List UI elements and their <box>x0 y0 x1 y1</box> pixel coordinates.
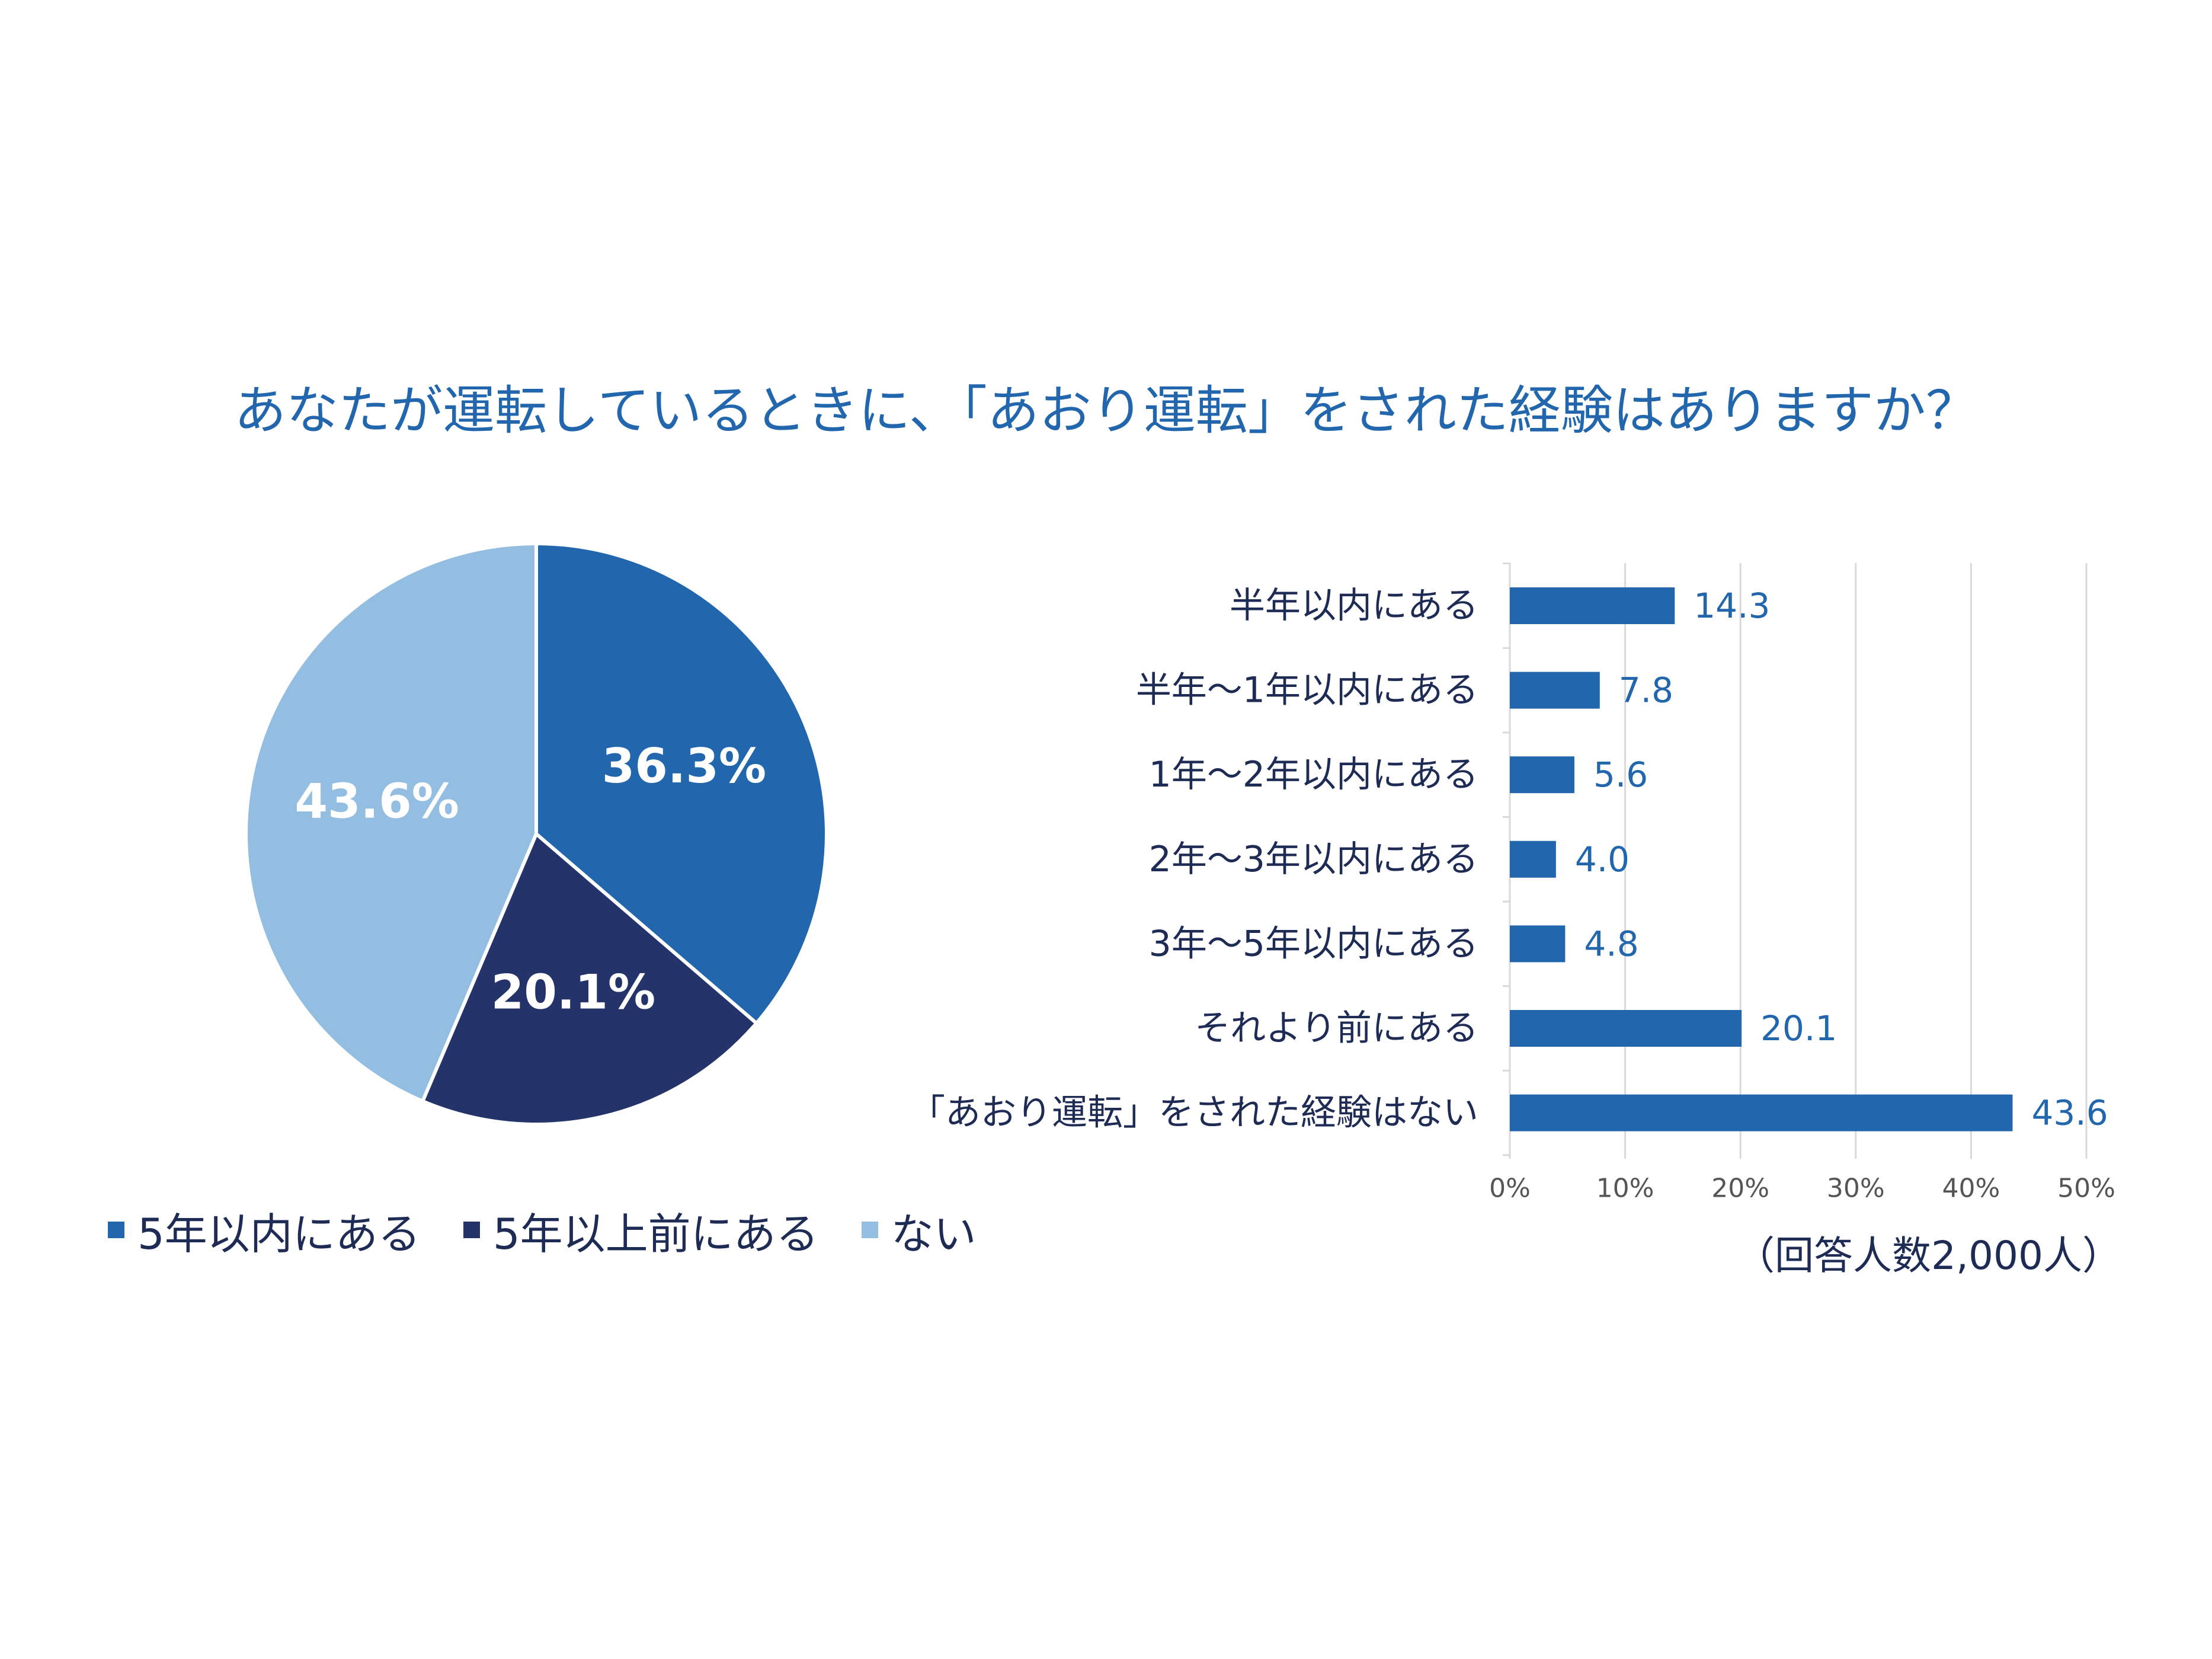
legend-swatch <box>861 1222 878 1238</box>
bar-bars <box>1510 587 2013 1131</box>
bar-4 <box>1510 840 1556 878</box>
bar-value-label-2: 7.8 <box>1619 670 1673 711</box>
category-label-6: それより前にある <box>1195 1008 1478 1049</box>
bar-2 <box>1510 672 1600 709</box>
respondent-note: （回答人数2,000人） <box>1736 1233 2121 1278</box>
x-tick-label-20: 20% <box>1711 1174 1769 1204</box>
bar-value-label-5: 4.8 <box>1584 923 1638 964</box>
legend-label: 5年以内にある <box>137 1209 421 1259</box>
pie-legend: 5年以内にある 5年以上前にある ない <box>108 1197 1019 1262</box>
category-label-7: 「あおり運転」をされた経験はない <box>910 1092 1478 1134</box>
legend-label: 5年以上前にある <box>492 1209 819 1259</box>
legend-swatch <box>463 1222 480 1238</box>
legend-item-3: ない <box>861 1199 977 1261</box>
bar-value-labels: 14.3 7.8 5.6 4.0 4.8 20.1 43.6 <box>1575 586 2108 1133</box>
bar-3 <box>1510 756 1574 794</box>
pie-chart: 36.3% 20.1% 43.6% <box>244 542 829 1126</box>
bar-value-label-1: 14.3 <box>1694 586 1770 626</box>
bar-value-label-3: 5.6 <box>1593 755 1648 795</box>
legend-label: ない <box>891 1209 977 1259</box>
category-label-5: 3年～5年以内にある <box>1149 923 1478 964</box>
bar-value-label-4: 4.0 <box>1575 839 1630 880</box>
pie-slice-1 <box>534 542 829 1025</box>
category-label-2: 半年～1年以内にある <box>1136 670 1478 711</box>
pie-value-label-1: 36.3% <box>602 739 767 794</box>
legend-item-1: 5年以内にある <box>108 1199 421 1261</box>
x-tick-label-0: 0% <box>1489 1174 1531 1204</box>
x-tick-label-50: 50% <box>2057 1174 2115 1204</box>
bar-value-label-7: 43.6 <box>2031 1093 2108 1133</box>
bar-5 <box>1510 925 1566 963</box>
category-label-3: 1年～2年以内にある <box>1149 754 1478 795</box>
x-tick-label-10: 10% <box>1596 1174 1654 1204</box>
pie-slices <box>244 542 829 1126</box>
x-tick-label-30: 30% <box>1827 1174 1885 1204</box>
legend-item-2: 5年以上前にある <box>463 1199 819 1261</box>
pie-slice-3 <box>244 542 538 1103</box>
bar-value-label-6: 20.1 <box>1760 1008 1837 1049</box>
chart-title: あなたが運転しているときに、「あおり運転」をされた経験はありますか？ <box>234 380 1978 441</box>
bar-gridlines <box>1503 562 2088 1159</box>
bar-7 <box>1510 1094 2013 1131</box>
category-label-1: 半年以内にある <box>1230 585 1478 626</box>
x-tick-label-40: 40% <box>1942 1174 2000 1204</box>
bar-6 <box>1510 1010 1742 1047</box>
category-label-4: 2年～3年以内にある <box>1149 839 1478 880</box>
legend-swatch <box>108 1222 124 1238</box>
pie-value-labels: 36.3% 20.1% 43.6% <box>294 739 766 1020</box>
pie-value-label-2: 20.1% <box>491 965 656 1020</box>
bar-1 <box>1510 587 1675 624</box>
bar-tick-labels: 0% 10% 20% 30% 40% 50% <box>1489 1174 2115 1204</box>
pie-value-label-3: 43.6% <box>294 774 459 829</box>
